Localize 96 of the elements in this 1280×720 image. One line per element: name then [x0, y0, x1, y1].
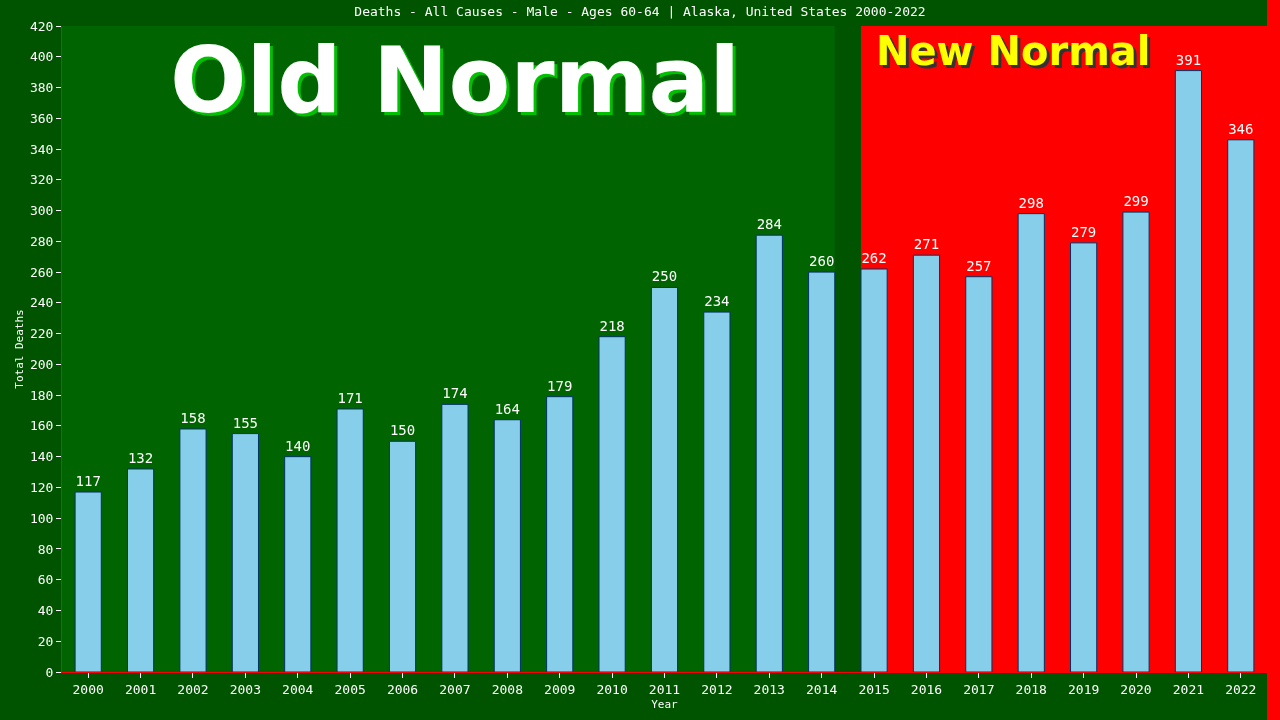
data-label: 284 — [756, 216, 782, 233]
bar — [598, 336, 626, 672]
bar — [808, 271, 836, 672]
bar — [650, 286, 679, 672]
data-label: 271 — [913, 236, 940, 253]
x-tick-label: 2000 — [72, 681, 104, 697]
x-tick-label: 2019 — [1067, 681, 1100, 697]
bar — [703, 311, 731, 672]
bar — [1017, 213, 1045, 672]
y-tick-label: 200 — [29, 356, 54, 372]
bar — [388, 440, 417, 672]
data-label: 262 — [861, 250, 887, 267]
bar — [755, 234, 783, 672]
y-tick-label: 280 — [29, 233, 54, 249]
y-tick-label: 320 — [29, 172, 54, 188]
y-tick-label: 0 — [45, 664, 54, 680]
bar — [441, 403, 469, 672]
bar — [860, 268, 888, 672]
y-tick-label: 120 — [29, 479, 54, 495]
y-tick-label: 220 — [29, 326, 54, 342]
bar — [493, 419, 521, 672]
bar — [284, 456, 312, 672]
y-tick-label: 380 — [29, 80, 54, 96]
data-label: 117 — [75, 473, 101, 490]
y-tick-label: 420 — [29, 18, 54, 34]
bar — [546, 396, 574, 672]
chart-title: Deaths - All Causes - Male - Ages 60-64 | Alaska, United States 2000-2022 — [354, 4, 926, 20]
x-tick-label: 2017 — [963, 681, 995, 697]
y-tick-label: 180 — [29, 387, 54, 403]
bar — [912, 254, 941, 672]
x-tick-label: 2007 — [439, 681, 471, 697]
data-label: 132 — [127, 449, 154, 466]
x-tick-label: 2005 — [334, 681, 366, 697]
y-tick-label: 40 — [37, 603, 54, 619]
y-tick-label: 160 — [29, 418, 54, 434]
x-tick-label: 2011 — [648, 681, 681, 697]
bar — [1174, 70, 1203, 672]
data-label: 171 — [337, 389, 363, 406]
y-tick-label: 360 — [29, 110, 54, 126]
y-tick-label: 20 — [37, 633, 54, 649]
band-label: Old Normal — [170, 28, 741, 133]
bar — [1122, 211, 1150, 672]
data-label: 179 — [547, 377, 573, 394]
y-tick-label: 260 — [29, 264, 54, 280]
x-tick-label: 2015 — [858, 681, 890, 697]
data-label: 346 — [1228, 120, 1254, 137]
x-tick-label: 2003 — [229, 681, 262, 697]
x-tick-label: 2013 — [753, 681, 785, 697]
x-tick-label: 2001 — [124, 681, 157, 697]
data-label: 298 — [1018, 194, 1044, 211]
data-label: 218 — [599, 317, 625, 334]
bar — [74, 491, 102, 672]
x-tick-label: 2016 — [910, 681, 943, 697]
x-tick-label: 2004 — [282, 681, 314, 697]
data-label: 250 — [651, 268, 678, 285]
bar — [1070, 242, 1098, 672]
bar — [1227, 139, 1255, 672]
x-tick-label: 2018 — [1015, 681, 1047, 697]
data-label: 260 — [809, 253, 835, 270]
y-tick-label: 140 — [29, 449, 54, 465]
x-tick-label: 2022 — [1225, 681, 1257, 697]
x-tick-label: 2014 — [806, 681, 838, 697]
y-tick-label: 400 — [29, 49, 54, 65]
x-tick-label: 2010 — [596, 681, 628, 697]
bar — [231, 433, 259, 672]
x-tick-label: 2021 — [1172, 681, 1205, 697]
y-tick-label: 340 — [29, 141, 54, 157]
x-tick-label: 2002 — [177, 681, 209, 697]
data-label: 234 — [704, 293, 730, 310]
bar — [126, 468, 155, 672]
bar — [965, 276, 993, 672]
data-label: 155 — [232, 414, 259, 431]
data-label: 279 — [1070, 223, 1097, 240]
data-label: 140 — [285, 437, 311, 454]
x-tick-label: 2012 — [701, 681, 733, 697]
y-tick-label: 240 — [29, 295, 54, 311]
y-tick-label: 60 — [37, 572, 54, 588]
x-tick-label: 2008 — [491, 681, 523, 697]
x-tick-label: 2006 — [386, 681, 419, 697]
bar — [179, 428, 207, 672]
data-label: 174 — [442, 385, 468, 402]
data-label: 299 — [1123, 193, 1149, 210]
y-tick-label: 80 — [37, 541, 54, 557]
y-axis-title: Total Deaths — [12, 309, 26, 389]
data-label: 158 — [180, 409, 206, 426]
data-label: 150 — [389, 422, 416, 439]
x-tick-label: 2009 — [544, 681, 576, 697]
x-tick-label: 2020 — [1120, 681, 1152, 697]
data-label: 164 — [494, 400, 520, 417]
y-tick-label: 100 — [29, 510, 54, 526]
bar — [336, 408, 364, 672]
band-label: New Normal — [876, 28, 1151, 74]
data-label: 257 — [966, 257, 992, 274]
data-label: 391 — [1175, 51, 1202, 68]
x-axis-title: Year — [651, 697, 679, 711]
y-tick-label: 300 — [29, 203, 54, 219]
